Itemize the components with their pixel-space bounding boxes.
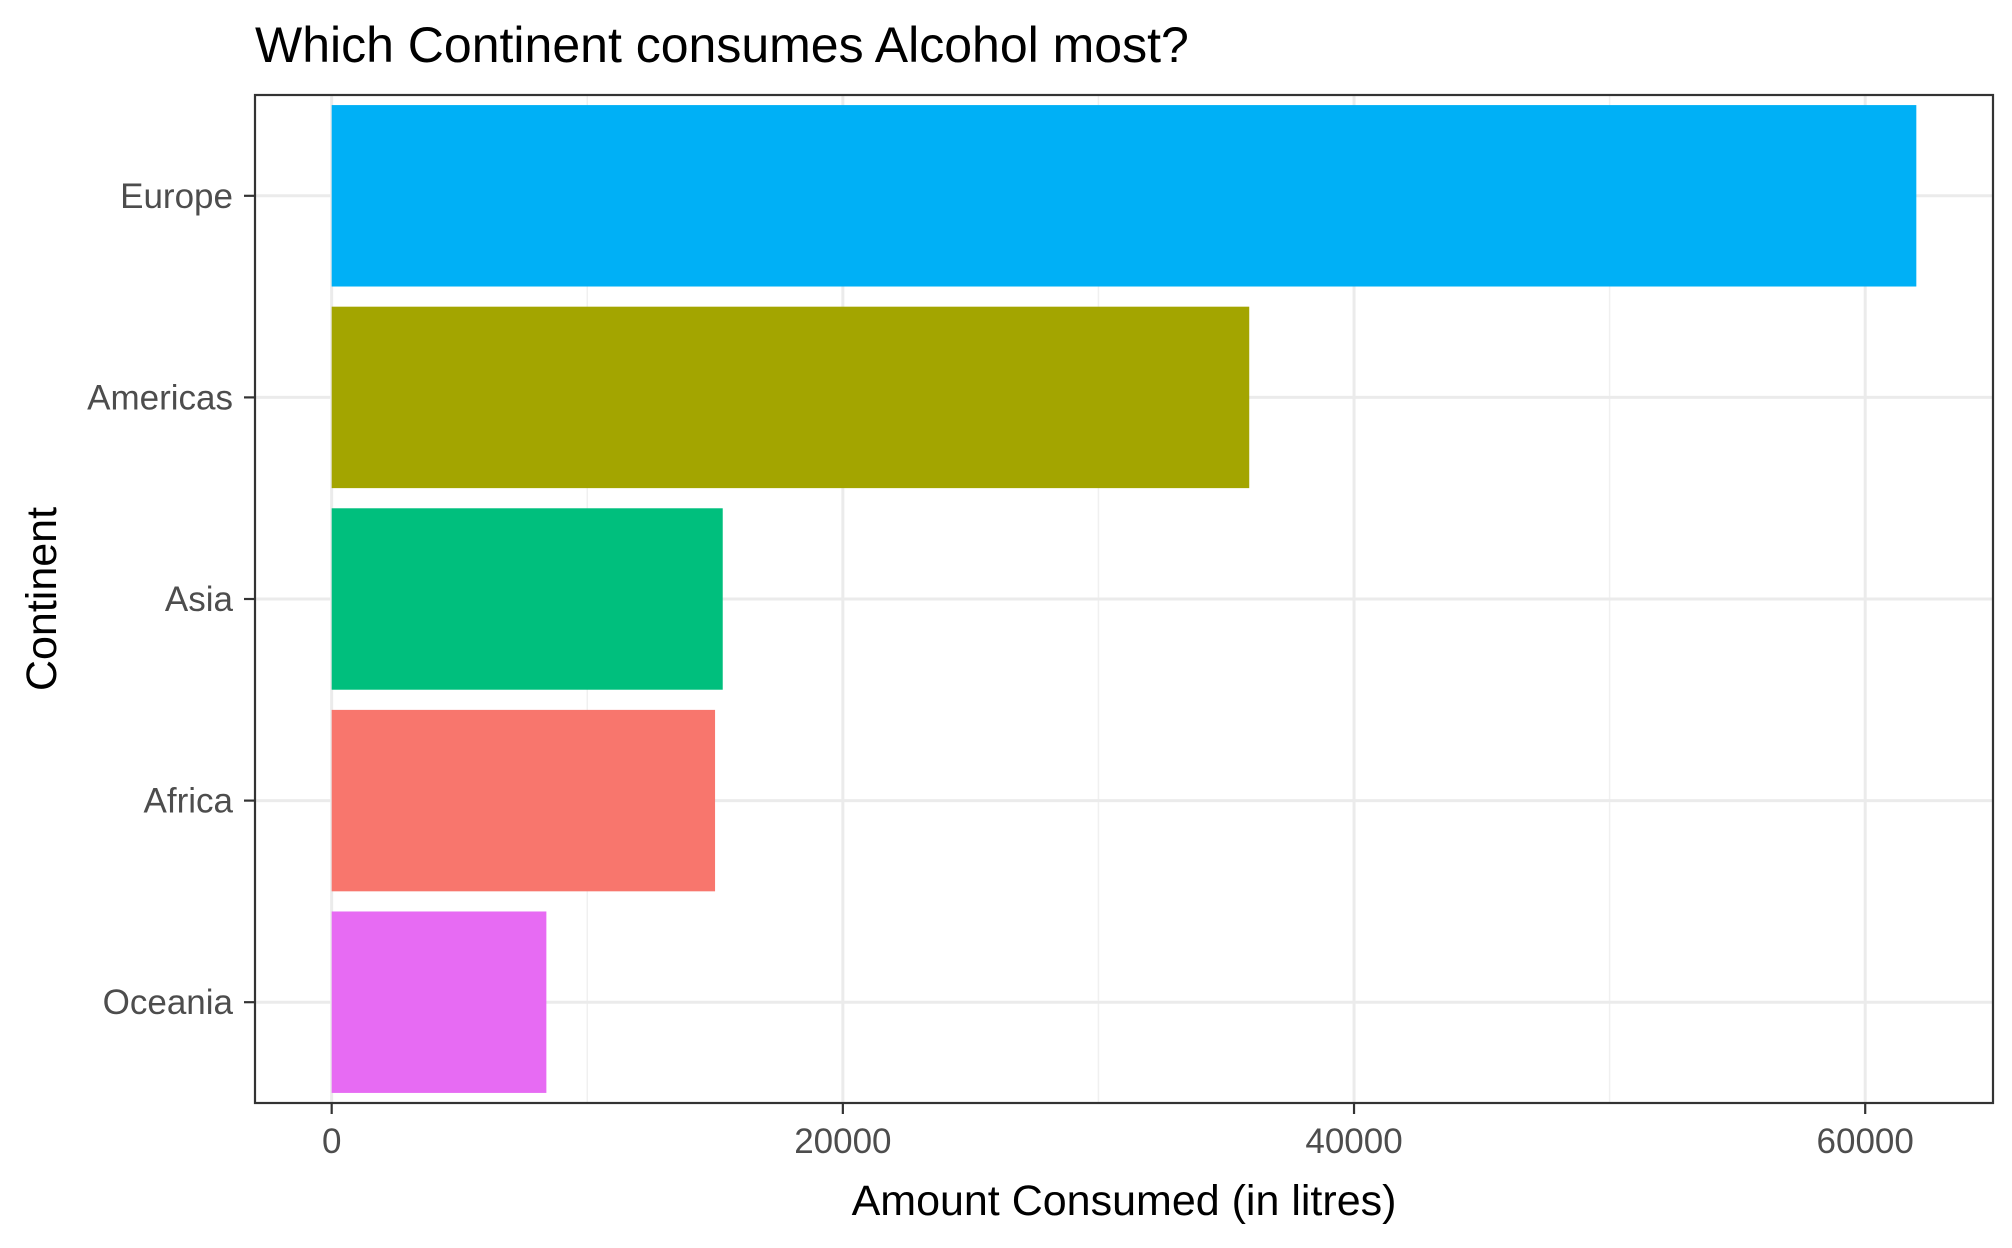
x-tick-label: 40000 <box>1305 1122 1402 1161</box>
x-axis-title: Amount Consumed (in litres) <box>852 1177 1397 1225</box>
x-tick-label: 0 <box>322 1122 341 1161</box>
x-tick-label: 60000 <box>1817 1122 1914 1161</box>
x-tick-label: 20000 <box>794 1122 891 1161</box>
y-tick-label: Europe <box>120 177 233 216</box>
y-tick-label: Asia <box>165 580 234 619</box>
axes: 0 20000 40000 60000 Europe Americas Asia Africa… <box>87 177 1914 1161</box>
y-tick-label: Americas <box>87 378 233 417</box>
bar-europe <box>331 105 1917 287</box>
y-axis-title: Continent <box>18 507 66 691</box>
bar-asia <box>331 508 723 690</box>
y-tick-label: Oceania <box>103 983 234 1022</box>
bar-oceania <box>331 911 547 1093</box>
y-tick-label: Africa <box>144 782 234 821</box>
bar-africa <box>331 709 716 892</box>
bars <box>331 105 1917 1093</box>
chart-title: Which Continent consumes Alcohol most? <box>255 17 1189 73</box>
bar-americas <box>331 306 1250 489</box>
